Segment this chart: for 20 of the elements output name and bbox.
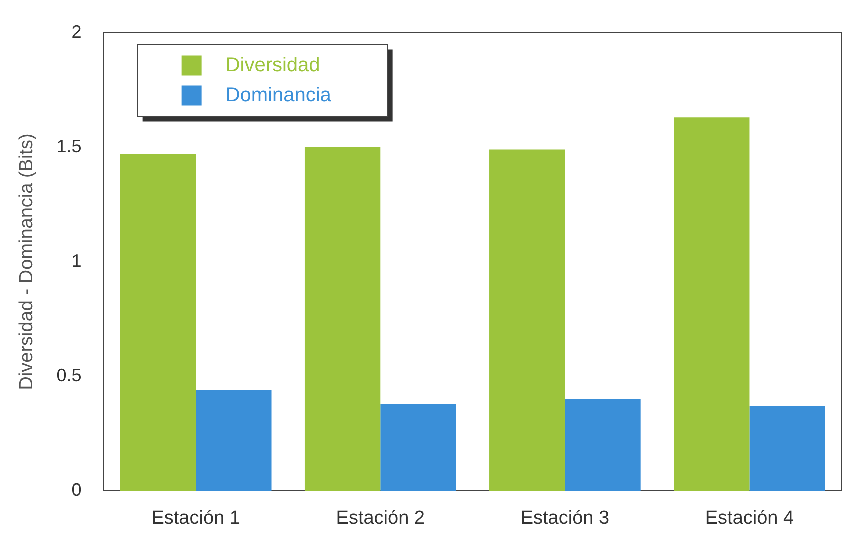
y-tick-label: 0 xyxy=(72,480,82,500)
x-tick-label: Estación 3 xyxy=(520,508,610,529)
y-axis-title: Diversidad - Dominancia (Bits) xyxy=(16,134,38,390)
x-tick-label: Estación 2 xyxy=(336,508,426,529)
legend-label: Dominancia xyxy=(226,84,332,106)
bar xyxy=(565,400,641,492)
y-tick-label: 2 xyxy=(72,22,82,42)
y-tick-label: 1 xyxy=(72,250,82,271)
bar xyxy=(674,118,750,492)
bar xyxy=(490,150,566,492)
legend-label: Diversidad xyxy=(226,54,320,76)
bar xyxy=(304,147,381,492)
y-tick-label: 1.5 xyxy=(56,136,82,156)
x-tick-label: Estación 4 xyxy=(705,508,795,529)
bar xyxy=(196,390,272,492)
y-tick-label: 0.5 xyxy=(56,366,82,386)
bar xyxy=(380,404,456,492)
x-tick-label: Estación 1 xyxy=(152,508,240,529)
bar xyxy=(750,406,826,492)
bar xyxy=(120,154,196,492)
